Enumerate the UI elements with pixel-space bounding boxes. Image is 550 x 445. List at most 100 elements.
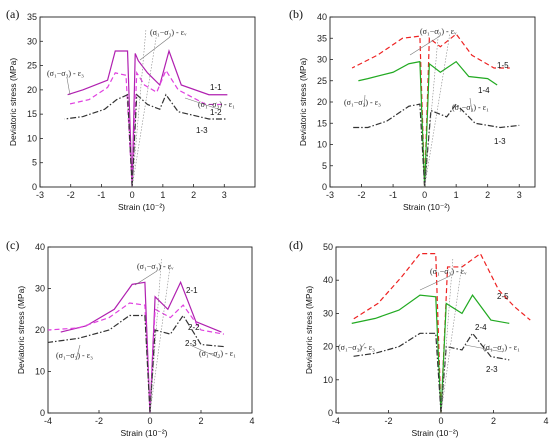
annotation-label: (σ₁−σ₃) - ε₁ — [483, 343, 520, 352]
plot-frame — [47, 246, 253, 414]
x-tick-label: 0 — [130, 190, 135, 200]
annotation-leader — [66, 77, 71, 96]
y-tick-label: 10 — [27, 133, 37, 143]
x-tick-label: -4 — [332, 416, 340, 426]
series-line-1-2-axial — [131, 69, 225, 188]
series-label: 2-3 — [185, 339, 197, 348]
series-label: 2-5 — [497, 292, 509, 301]
annotation-leader — [363, 94, 366, 108]
series-line-1-1-lateral — [67, 50, 133, 188]
x-tick-label: -3 — [36, 190, 44, 200]
x-tick-label: 3 — [222, 190, 227, 200]
x-tick-label: -1 — [97, 190, 105, 200]
x-tick-label: -4 — [44, 416, 52, 426]
series-label: 2-2 — [188, 323, 200, 332]
y-tick-label: 40 — [317, 12, 327, 22]
x-tick-label: 2 — [485, 190, 490, 200]
annotation-label: (σ₁−σ₃) - εᵥ — [137, 262, 174, 271]
series-line-1-3-axial — [131, 93, 228, 188]
series-line-1-4-lateral — [358, 60, 426, 188]
y-tick-label: 30 — [27, 36, 37, 46]
y-tick-label: 0 — [328, 408, 333, 418]
panel-label: (b) — [289, 7, 303, 21]
series-line-1-3-axial — [424, 103, 520, 188]
y-axis-label: Deviatoric stress (MPa) — [298, 58, 308, 146]
x-tick-label: -2 — [95, 416, 103, 426]
x-tick-label: 0 — [422, 190, 427, 200]
x-tick-label: 2 — [198, 416, 203, 426]
series-line-1-4-axial — [424, 60, 498, 188]
volumetric-curve — [424, 33, 451, 188]
annotation-label: (σ₁−σ₃) - ε₃ — [338, 343, 375, 352]
y-tick-label: 20 — [27, 85, 37, 95]
series-label: 2-3 — [486, 365, 498, 374]
y-axis-label: Deviatoric stress (MPa) — [304, 286, 314, 374]
series-line-2-5-axial — [440, 252, 531, 414]
panel-label: (a) — [6, 7, 19, 21]
series-line-2-4-axial — [440, 294, 510, 414]
series-label: 1-1 — [210, 83, 222, 92]
y-tick-label: 35 — [317, 33, 327, 43]
series-line-2-3-lateral — [351, 332, 442, 414]
y-tick-label: 40 — [323, 275, 333, 285]
annotation-leader — [464, 344, 504, 353]
x-tick-label: 2 — [191, 190, 196, 200]
series-line-2-2-axial — [149, 304, 225, 414]
annotation-label: (σ₁−σ₃) - ε₃ — [344, 98, 381, 107]
annotation-label: (σ₁−σ₃) - ε₁ — [199, 349, 236, 358]
series-label: 2-4 — [475, 323, 487, 332]
x-tick-label: -2 — [67, 190, 75, 200]
y-tick-label: 0 — [32, 182, 37, 192]
series-line-1-5-axial — [424, 33, 510, 188]
x-tick-label: 0 — [147, 416, 152, 426]
y-tick-label: 20 — [323, 342, 333, 352]
annotation-label: (σ₁−σ₃) - ε₃ — [56, 351, 93, 360]
y-tick-label: 15 — [27, 109, 37, 119]
y-tick-label: 20 — [35, 325, 45, 335]
volumetric-curve — [131, 28, 147, 188]
y-axis-label: Deviatoric stress (MPa) — [16, 286, 26, 374]
x-tick-label: 4 — [249, 416, 254, 426]
annotation-leader — [409, 35, 441, 56]
y-axis-label: Deviatoric stress (MPa) — [8, 58, 18, 146]
y-tick-label: 30 — [323, 308, 333, 318]
annotation-leader — [419, 275, 451, 291]
x-tick-label: 3 — [517, 190, 522, 200]
y-tick-label: 25 — [317, 76, 327, 86]
x-axis-label: Strain (10⁻²) — [412, 428, 459, 438]
chart-panel-1: 0 5 10 15 20 25 30 35 -3 -2 -1 0 1 2 3 Strain (10⁻²) Dev… — [6, 7, 256, 212]
y-tick-label: 25 — [27, 61, 37, 71]
series-line-2-4-lateral — [351, 294, 442, 414]
annotation-label: (σ₁−σ₃) - ε₃ — [47, 69, 84, 78]
series-line-1-5-lateral — [351, 35, 426, 188]
panel-label: (c) — [6, 238, 19, 252]
y-tick-label: 10 — [317, 140, 327, 150]
x-tick-label: 0 — [438, 416, 443, 426]
annotation-leader — [189, 344, 220, 359]
annotation-leader — [139, 36, 171, 61]
x-tick-label: -1 — [389, 190, 397, 200]
x-axis-label: Strain (10⁻²) — [118, 202, 165, 212]
annotation-label: (σ₁−σ₃) - εᵥ — [150, 28, 187, 37]
y-tick-label: 50 — [323, 242, 333, 252]
y-tick-label: 40 — [35, 242, 45, 252]
annotation-leader — [134, 270, 158, 286]
series-label: 1-2 — [210, 108, 222, 117]
y-tick-label: 30 — [317, 55, 327, 65]
volumetric-curve — [424, 28, 440, 188]
annotation-label: (σ₁−σ₃) - εᵥ — [430, 267, 467, 276]
series-line-2-3-axial — [440, 332, 510, 414]
series-line-1-3-lateral — [352, 103, 426, 188]
chart-panel-3: 0 10 20 30 40 -4 -2 0 2 4 Strain (10⁻²) Deviatoric … — [6, 238, 255, 438]
series-line-2-2-lateral — [47, 302, 151, 414]
y-tick-label: 15 — [317, 118, 327, 128]
x-tick-label: 1 — [454, 190, 459, 200]
annotation-leader — [469, 97, 473, 113]
annotation-label: (σ₁−σ₃) - ε₁ — [452, 103, 489, 112]
y-tick-label: 0 — [322, 182, 327, 192]
series-label: 1-5 — [497, 61, 509, 70]
y-tick-label: 35 — [27, 12, 37, 22]
annotation-label: (σ₁−σ₃) - εᵥ — [420, 27, 457, 36]
annotation-leader — [75, 344, 81, 361]
